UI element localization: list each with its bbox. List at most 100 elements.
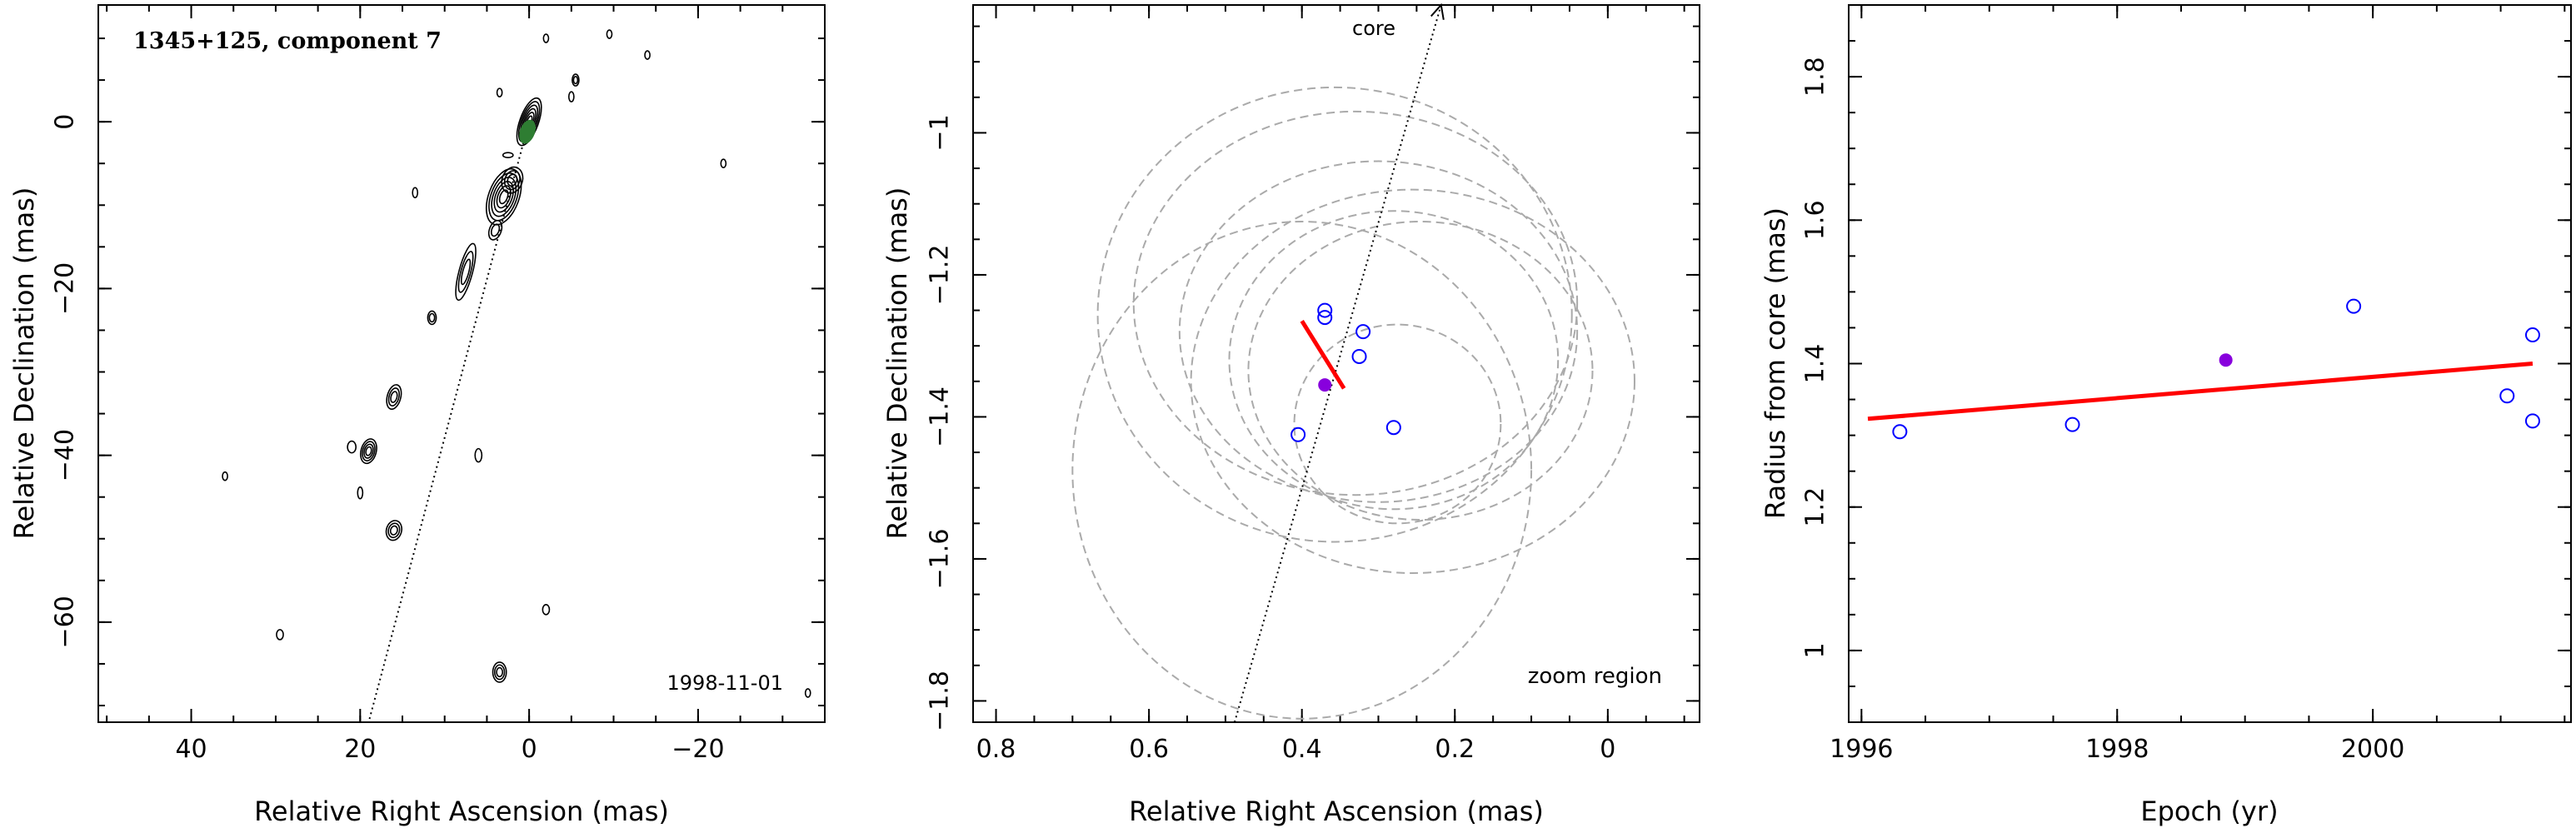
plot-frame [972, 4, 1700, 723]
contour-ring [644, 50, 651, 60]
x-tick-label: 0 [522, 735, 537, 764]
core-arrow-head [1430, 2, 1445, 20]
y-axis-label: Radius from core (mas) [1760, 207, 1791, 519]
contour-ring [496, 87, 503, 97]
x-tick-label: 0.4 [1282, 735, 1322, 764]
contour-ring [387, 522, 401, 539]
contour-ring [360, 438, 377, 465]
contour-ring [357, 486, 364, 500]
contour-ring [490, 223, 501, 237]
contour-ring [491, 177, 517, 217]
y-tick-label: 1.4 [1801, 344, 1830, 384]
x-axis-label: Epoch (yr) [2140, 796, 2278, 827]
axis-ticks [1849, 4, 2571, 723]
axis-ticks [98, 5, 826, 722]
tick-labels: 0.8 0.6 0.4 0.2 0 −1 −1.2 −1.4 −1.6 −1.8 [926, 114, 1616, 764]
contour-map [222, 29, 811, 698]
epoch-label: 1998-11-01 [667, 671, 783, 695]
contour-ring [488, 172, 520, 222]
contour-ring [222, 471, 228, 481]
y-tick-label: 1.8 [1801, 57, 1830, 97]
radius-panel: 1996 1998 2000 1 1.2 1.4 1.6 1.8 Epoch (yr) Rad… [1760, 4, 2572, 827]
contour-ring [507, 173, 518, 187]
contour-ring [365, 446, 372, 456]
beam-ellipses [1071, 86, 1635, 720]
contour-ring [485, 167, 522, 226]
beam-ellipse [1071, 221, 1533, 720]
beam-ellipse [1247, 221, 1594, 521]
contour-ring [363, 443, 374, 459]
contour-ring [572, 73, 580, 87]
y-axis-label: Relative Declination (mas) [8, 187, 40, 540]
y-tick-label: 0 [51, 114, 80, 130]
contour-ring [542, 604, 551, 616]
contour-ring [386, 384, 402, 411]
contour-ring [502, 152, 514, 159]
motion-vector [1300, 320, 1346, 390]
beam-ellipse [1132, 110, 1579, 496]
contour-ring [347, 440, 357, 454]
contour-ring [720, 158, 727, 169]
x-tick-label: 40 [175, 735, 207, 764]
observation-marker [1355, 324, 1371, 340]
beam-ellipse [1096, 86, 1573, 543]
jet-axis-line [367, 132, 527, 723]
observation-marker [1351, 348, 1367, 364]
plot-frame [97, 4, 826, 723]
y-tick-label: −1.6 [926, 529, 955, 590]
contour-ring [428, 312, 436, 323]
component-highlight [519, 119, 536, 144]
y-tick-label: −1.2 [926, 245, 955, 306]
beam-ellipse [1178, 160, 1579, 503]
beam-ellipse [1228, 210, 1560, 511]
y-tick-label: −20 [51, 262, 80, 315]
y-tick-label: −1.4 [926, 387, 955, 447]
axis-ticks [973, 5, 1700, 722]
position-markers [1290, 302, 1401, 442]
mean-position-marker [1318, 378, 1332, 392]
core-label: core [1352, 17, 1395, 40]
x-tick-label: 1998 [2085, 735, 2149, 764]
component-highlight-ellipse [519, 119, 536, 144]
contour-ring [542, 33, 550, 43]
contour-ring [412, 187, 419, 199]
y-tick-label: −60 [51, 596, 80, 648]
radius-observation-marker [2524, 327, 2540, 343]
contour-ring [474, 447, 483, 463]
contour-ring [427, 310, 437, 326]
contour-ring [492, 661, 507, 683]
x-tick-label: 0.8 [976, 735, 1016, 764]
radius-observation-marker [1892, 424, 1908, 440]
contour-ring [493, 664, 506, 681]
y-tick-label: 1 [1801, 642, 1830, 658]
contour-ring [516, 97, 542, 147]
y-tick-label: 1.6 [1801, 200, 1830, 240]
observation-marker [1317, 302, 1333, 318]
y-tick-label: 1.2 [1801, 487, 1830, 527]
contour-ring [487, 219, 503, 241]
radius-observation-marker [2346, 298, 2362, 314]
contour-ring [493, 181, 514, 213]
contour-ring [606, 29, 613, 39]
observation-marker [1290, 426, 1306, 442]
contour-ring [498, 189, 509, 205]
observation-marker [1317, 310, 1333, 326]
chart-title: 1345+125, component 7 [133, 28, 442, 54]
radius-observation-marker [2524, 413, 2540, 429]
contour-ring [496, 185, 512, 209]
contour-ring [390, 391, 398, 403]
contour-ring [460, 258, 472, 286]
contour-ring [572, 75, 579, 85]
contour-ring [503, 170, 521, 191]
x-tick-label: 2000 [2341, 735, 2404, 764]
y-tick-label: −1.8 [926, 671, 955, 731]
y-tick-label: −1 [926, 114, 955, 151]
x-axis-label: Relative Right Ascension (mas) [1129, 796, 1544, 827]
x-tick-label: 20 [344, 735, 376, 764]
contour-ring [455, 242, 477, 302]
plot-frame [1848, 4, 2572, 723]
contour-ring [496, 666, 504, 678]
x-tick-label: 1996 [1830, 735, 1893, 764]
x-tick-label: −20 [671, 735, 724, 764]
